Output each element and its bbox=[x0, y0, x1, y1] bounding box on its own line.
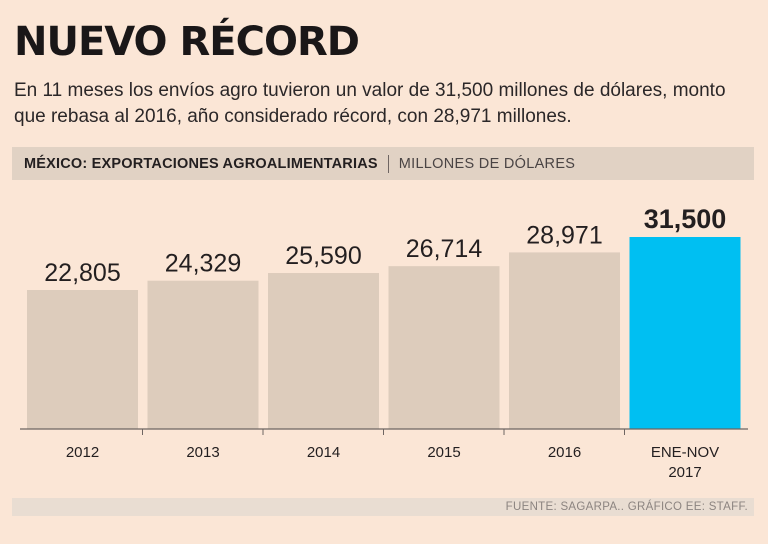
data-label-5: 31,500 bbox=[644, 204, 727, 234]
tick-label-5: ENE-NOV 2017 bbox=[651, 444, 719, 481]
data-label-3: 26,714 bbox=[406, 235, 483, 263]
data-label-1: 24,329 bbox=[165, 250, 241, 278]
tick-label-4: 2016 bbox=[548, 444, 581, 461]
tick-label-3: 2015 bbox=[427, 444, 460, 461]
bar-4 bbox=[509, 252, 620, 429]
chart-title: MÉXICO: EXPORTACIONES AGROALIMENTARIAS bbox=[24, 155, 378, 172]
chart-unit: MILLONES DE DÓLARES bbox=[398, 155, 576, 172]
bar-0 bbox=[27, 289, 138, 429]
bar-3 bbox=[388, 266, 500, 429]
source-bar: FUENTE: SAGARPA.. GRÁFICO EE: STAFF. bbox=[12, 498, 754, 516]
title-divider bbox=[387, 154, 389, 173]
bar-5 bbox=[629, 237, 741, 429]
subtitle: En 11 meses los envíos agro tuvieron un … bbox=[14, 80, 726, 127]
source-note: FUENTE: SAGARPA.. GRÁFICO EE: STAFF. bbox=[505, 501, 748, 513]
tick-label-2: 2014 bbox=[307, 444, 340, 461]
bar-chart: 22,805 2012 24,329 2013 25,590 2014 26,714 2015… bbox=[20, 204, 748, 481]
data-label-2: 25,590 bbox=[285, 242, 361, 270]
chart-title-band: MÉXICO: EXPORTACIONES AGROALIMENTARIAS M… bbox=[12, 147, 754, 180]
page-title: NUEVO RÉCORD bbox=[14, 19, 360, 65]
data-label-4: 28,971 bbox=[526, 221, 602, 249]
tick-label-1: 2013 bbox=[186, 444, 219, 461]
bar-2 bbox=[268, 273, 379, 429]
data-label-0: 22,805 bbox=[44, 259, 120, 287]
tick-label-0: 2012 bbox=[66, 444, 99, 461]
bar-1 bbox=[147, 280, 259, 429]
